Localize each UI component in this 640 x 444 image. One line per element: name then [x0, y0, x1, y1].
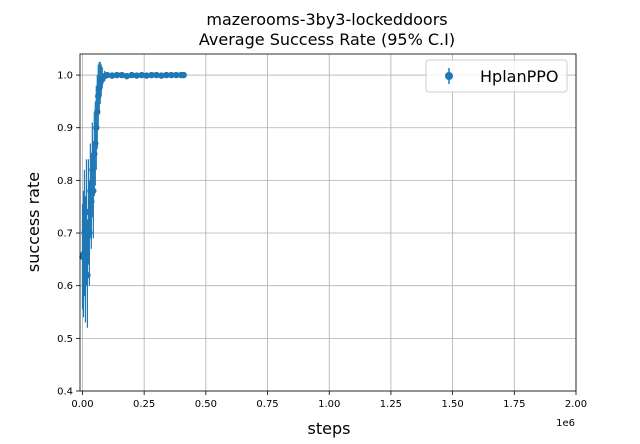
x-tick-label: 2.00 — [565, 399, 587, 410]
x-tick-label: 0.75 — [256, 399, 278, 410]
legend-box — [425, 59, 568, 93]
data-point — [148, 71, 155, 79]
legend: HplanPPO — [425, 59, 568, 93]
data-point — [103, 71, 111, 79]
data-point — [173, 71, 180, 79]
y-tick-label: 0.5 — [57, 334, 73, 345]
data-point — [123, 72, 131, 80]
legend-marker — [445, 72, 453, 80]
data-point — [180, 71, 187, 79]
data-point — [163, 71, 170, 79]
data-point — [168, 71, 175, 79]
y-tick-label: 0.6 — [57, 281, 73, 292]
x-offset-label: 1e6 — [556, 418, 575, 429]
y-tick-label: 1.0 — [57, 71, 73, 82]
x-tick-label: 0.50 — [195, 399, 217, 410]
y-tick-label: 0.9 — [57, 123, 73, 134]
plot-frame — [79, 53, 577, 392]
y-tick-label: 0.7 — [57, 229, 73, 240]
data-point — [128, 71, 136, 79]
x-tick-label: 0.00 — [71, 399, 93, 410]
data-point — [113, 71, 121, 79]
legend-label: HplanPPO — [480, 67, 558, 86]
x-tick-label: 1.25 — [380, 399, 402, 410]
x-tick-label: 1.75 — [503, 399, 525, 410]
data-point — [158, 72, 165, 79]
chart-subtitle: Average Success Rate (95% C.I) — [199, 30, 455, 49]
data-point — [143, 72, 150, 79]
chart-title: mazerooms-3by3-lockeddoors — [206, 10, 447, 29]
x-tick-label: 1.50 — [441, 399, 463, 410]
x-tick-label: 0.25 — [133, 399, 155, 410]
y-axis-label: success rate — [24, 172, 43, 272]
y-tick-label: 0.4 — [57, 387, 73, 398]
data-point — [133, 72, 140, 79]
data-point — [108, 72, 116, 79]
data-point — [118, 71, 126, 79]
data-layer — [79, 61, 187, 328]
x-tick-label: 1.00 — [318, 399, 340, 410]
axes-layer: 0.00 0.25 0.50 0.75 1.00 1.25 1.50 1.75 2.00 0.4 0… — [57, 53, 587, 410]
x-axis-label: steps — [308, 419, 351, 438]
data-point — [138, 71, 145, 79]
data-point — [153, 71, 160, 79]
y-tick-label: 0.8 — [57, 176, 73, 187]
data-point — [90, 187, 97, 195]
